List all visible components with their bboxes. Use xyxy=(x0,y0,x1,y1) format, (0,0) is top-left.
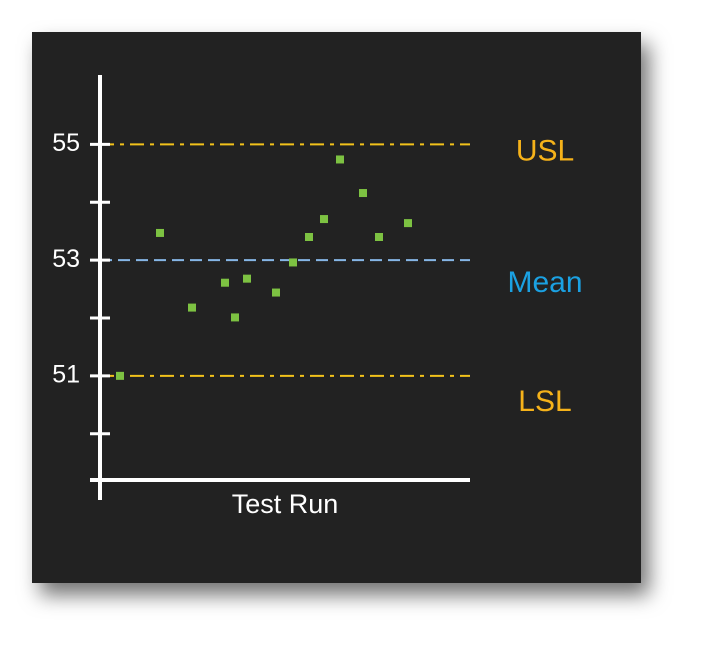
x-axis-label: Test Run xyxy=(232,489,339,519)
data-point xyxy=(320,215,328,224)
data-point xyxy=(231,313,239,322)
y-tick-label: 55 xyxy=(52,129,80,157)
data-point xyxy=(404,219,412,228)
data-point xyxy=(272,288,280,297)
data-point xyxy=(359,189,367,198)
y-tick-label: 51 xyxy=(52,360,80,388)
data-point xyxy=(375,233,383,241)
data-point xyxy=(156,228,164,237)
data-point xyxy=(188,303,196,312)
y-tick-label: 53 xyxy=(52,245,80,273)
data-point xyxy=(221,278,229,287)
reference-label: Mean xyxy=(507,266,582,299)
data-point xyxy=(305,233,313,241)
reference-label: USL xyxy=(516,134,574,167)
panel xyxy=(32,32,641,583)
reference-label: LSL xyxy=(518,385,571,418)
data-point xyxy=(289,258,297,267)
data-point xyxy=(336,155,344,164)
data-point xyxy=(116,371,124,380)
data-point xyxy=(243,274,251,283)
